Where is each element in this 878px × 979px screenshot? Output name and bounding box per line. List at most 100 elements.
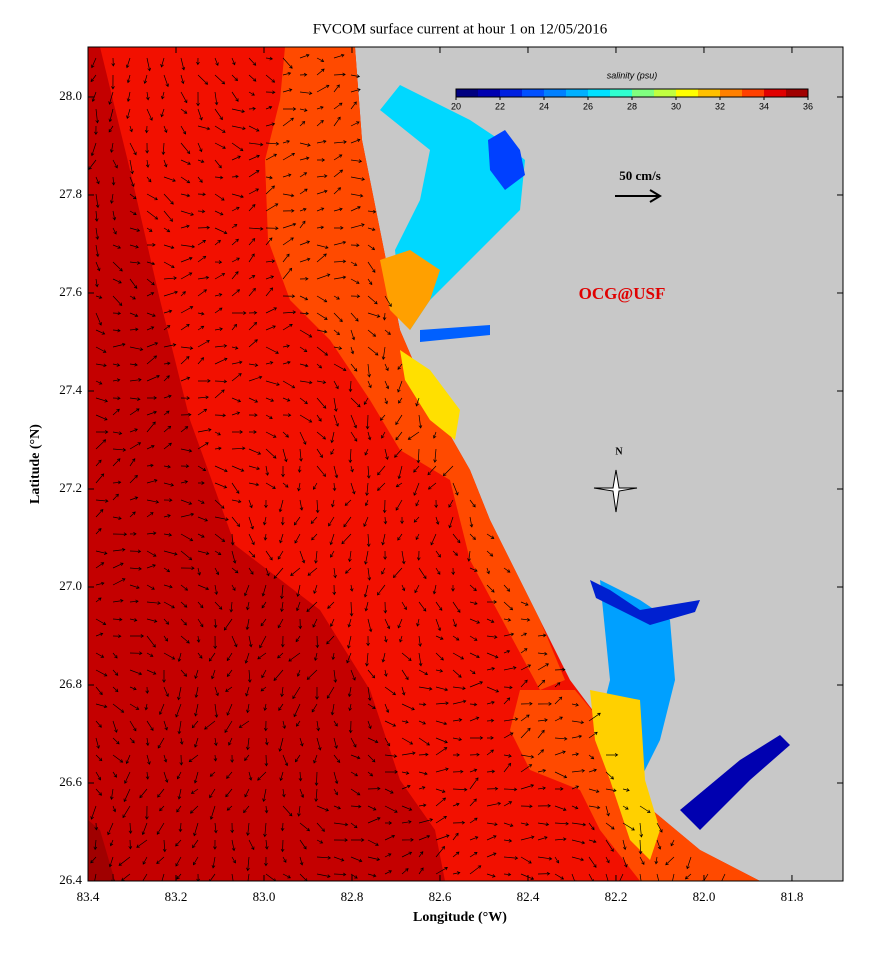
current-vector [348,448,353,464]
current-vector [348,703,352,712]
current-vector [180,346,194,350]
current-vector [316,174,328,178]
current-vector [316,448,323,459]
current-vector [469,669,476,675]
current-vector [214,74,226,85]
colorbar-swatch [610,89,633,97]
current-vector [418,818,434,824]
current-vector [469,584,477,592]
current-vector [194,703,199,717]
current-vector [209,805,216,820]
current-vector [413,465,420,473]
current-vector [520,679,528,688]
current-vector [179,754,184,766]
current-vector [280,584,284,600]
current-vector [503,732,514,739]
current-vector [248,635,253,648]
current-vector [503,822,514,827]
current-vector [265,226,279,231]
current-vector [701,873,709,881]
current-vector [290,567,301,576]
current-vector [297,465,302,473]
current-vector [448,516,454,529]
current-vector [264,839,269,850]
current-vector [231,346,239,350]
current-vector [299,142,311,147]
current-vector [163,361,171,366]
current-vector [214,533,226,542]
current-vector [197,340,210,348]
current-vector [211,669,216,680]
current-vector [316,414,322,422]
current-vector [265,287,274,297]
current-vector [224,720,233,733]
current-vector [333,84,340,93]
current-vector [364,550,369,565]
current-vector [588,856,597,868]
current-vector [95,244,100,258]
current-vector [314,788,319,802]
current-vector [273,567,284,579]
current-vector [588,805,601,810]
current-vector [435,550,441,558]
current-vector [392,567,403,579]
current-vector [299,91,313,95]
current-vector [146,91,150,101]
current-vector [333,240,347,246]
current-vector [365,414,370,430]
current-vector [295,601,301,612]
current-vector [282,88,293,93]
current-vector [418,737,431,746]
current-vector [209,771,216,777]
current-vector [299,72,308,77]
sarasota-bay [400,350,460,440]
current-vector [163,394,172,399]
y-tick-label: 27.2 [59,480,82,495]
x-tick-label: 82.4 [517,889,540,904]
current-vector [226,669,233,678]
current-vector [265,105,273,110]
x-tick-label: 83.4 [77,889,100,904]
current-vector [265,414,273,419]
current-vector [299,499,304,511]
current-vector [265,873,276,881]
current-vector [129,618,138,622]
current-vector [146,312,156,317]
current-vector [377,584,386,596]
current-vector [197,567,201,576]
current-vector [214,516,229,522]
current-vector [486,652,499,659]
current-vector [537,803,552,808]
current-vector [112,448,127,452]
current-vector [452,802,460,807]
current-vector [110,193,114,204]
current-vector [381,533,386,546]
current-vector [350,465,354,473]
current-vector [163,244,175,250]
current-vector [684,873,692,880]
colorbar-swatch [478,89,501,97]
current-vector [231,360,243,365]
current-vector [95,737,100,749]
current-vector [214,499,225,509]
current-vector [197,516,209,522]
current-vector [179,737,184,745]
current-vector [146,445,155,450]
current-vector [314,771,319,786]
current-vector [452,533,461,544]
current-vector [231,289,241,297]
current-vector [112,547,126,552]
current-vector [639,856,645,866]
current-vector [299,856,304,866]
current-vector [180,499,193,505]
current-vector [226,652,233,662]
current-vector [197,499,205,504]
colorbar-tick-label: 32 [715,101,725,111]
current-vector [316,873,331,878]
current-vector [381,652,386,663]
current-vector [622,822,635,831]
current-vector [180,566,195,571]
current-vector [415,397,420,407]
current-vector [248,321,258,331]
current-vector [721,873,726,881]
